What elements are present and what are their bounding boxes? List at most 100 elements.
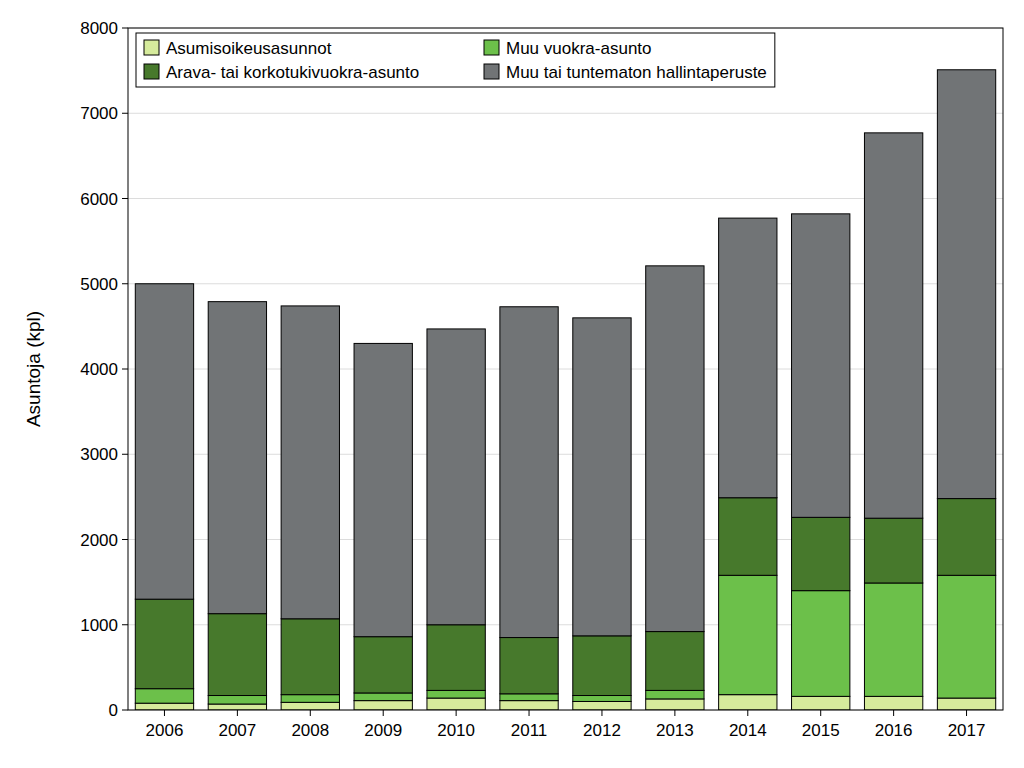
bar-segment [135,599,193,689]
bar-segment [646,699,704,710]
bar-segment [719,695,777,710]
x-tick-label: 2010 [437,721,475,740]
bar-segment [354,693,412,701]
x-tick-label: 2009 [364,721,402,740]
y-tick [122,624,128,625]
bar-segment [937,499,995,576]
y-tick [122,454,128,455]
legend-label: Muu tai tuntematon hallintaperuste [506,63,767,82]
legend-label: Muu vuokra-asunto [506,39,652,58]
bar-segment [354,343,412,636]
bar-segment [354,637,412,693]
bar-segment [864,696,922,710]
bar-segment [792,591,850,697]
bar-segment [500,694,558,701]
x-tick [310,710,311,716]
bar-segment [573,636,631,696]
bar-segment [500,307,558,638]
bar-segment [864,518,922,583]
bar-segment [864,583,922,696]
bar-segment [937,70,995,499]
y-tick [122,283,128,284]
bar-segment [427,625,485,691]
x-tick-label: 2015 [802,721,840,740]
x-tick [237,710,238,716]
y-tick [122,369,128,370]
bar-segment [281,306,339,619]
x-tick [456,710,457,716]
bar-segment [937,698,995,710]
bar-segment [281,619,339,695]
x-tick [747,710,748,716]
y-tick [122,539,128,540]
x-tick-label: 2014 [729,721,767,740]
y-tick [122,113,128,114]
legend: Asumisoikeusasunnot Muu vuokra-asunto Arav… [136,33,775,87]
bar-segment [500,701,558,710]
bar-segment [135,703,193,710]
bar-segment [208,704,266,710]
bar-segment [427,698,485,710]
x-tick-label: 2016 [875,721,913,740]
bar-segment [573,701,631,710]
y-tick [122,28,128,29]
bar-segment [937,575,995,698]
bar-segment [792,517,850,590]
y-axis-label: Asuntoja (kpl) [23,311,44,427]
y-tick-label: 2000 [80,531,118,550]
x-tick [601,710,602,716]
legend-swatch [484,40,499,55]
bar-segment [135,284,193,599]
x-tick [164,710,165,716]
x-tick-label: 2006 [146,721,184,740]
x-tick-label: 2008 [291,721,329,740]
y-tick-label: 8000 [80,19,118,38]
y-tick-label: 4000 [80,360,118,379]
y-tick-label: 5000 [80,275,118,294]
bar-segment [208,614,266,696]
grid-line [128,113,1003,114]
bar-segment [208,302,266,614]
bar-segment [792,214,850,517]
y-tick [122,198,128,199]
bar-segment [500,638,558,694]
x-tick [966,710,967,716]
legend-swatch [484,64,499,79]
bar-segment [135,689,193,703]
x-tick-label: 2017 [948,721,986,740]
bar-segment [354,701,412,710]
bar-segment [719,218,777,498]
y-tick-label: 0 [109,701,118,720]
bar-segment [573,696,631,702]
y-tick-label: 6000 [80,190,118,209]
legend-swatch [144,40,159,55]
x-tick [893,710,894,716]
bar-segment [864,133,922,518]
bar-segment [281,702,339,710]
plot-frame [128,28,1003,710]
x-tick-label: 2007 [218,721,256,740]
x-tick-label: 2011 [511,721,548,740]
y-tick-label: 7000 [80,104,118,123]
bar-segment [646,632,704,691]
bar-segment [208,696,266,705]
bar-segment [427,329,485,625]
bar-segment [427,690,485,698]
x-tick-label: 2012 [583,721,621,740]
bar-segment [646,266,704,632]
x-tick [674,710,675,716]
x-tick [820,710,821,716]
chart: 0100020003000400050006000700080002006200… [0,0,1024,768]
legend-swatch [144,64,159,79]
x-tick [383,710,384,716]
legend-label: Arava- tai korkotukivuokra-asunto [166,63,419,82]
bar-segment [792,696,850,710]
x-tick-label: 2013 [656,721,694,740]
bar-segment [281,695,339,703]
x-tick [529,710,530,716]
bar-segment [646,690,704,699]
y-tick-label: 3000 [80,445,118,464]
bar-segment [719,498,777,576]
y-tick [122,710,128,711]
legend-label: Asumisoikeusasunnot [166,39,332,58]
